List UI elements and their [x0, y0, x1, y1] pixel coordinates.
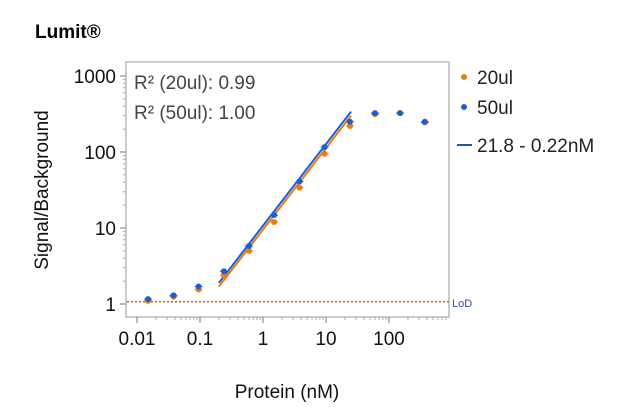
- y-tick-label: 1000: [74, 67, 116, 88]
- brand-title: Lumit®: [35, 22, 101, 43]
- data-point-50ul: [195, 283, 202, 290]
- y-axis-label: Signal/Background: [32, 110, 53, 270]
- legend-marker-50ul: [461, 104, 467, 110]
- data-point-50ul: [170, 292, 177, 299]
- data-point-50ul: [220, 268, 227, 275]
- fit-line-50ul: [218, 110, 352, 284]
- data-point-50ul: [246, 242, 253, 249]
- fit-line-20ul: [218, 115, 352, 288]
- legend-marker-20ul: [461, 74, 467, 80]
- lod-label: LoD: [452, 298, 472, 310]
- data-point-50ul: [296, 178, 303, 185]
- legend-label-20ul: 20ul: [477, 68, 513, 89]
- x-tick-label: 100: [373, 329, 405, 350]
- plot-frame: [125, 61, 450, 318]
- data-point-50ul: [271, 212, 278, 219]
- x-tick-label: 10: [315, 329, 336, 350]
- data-point-50ul: [321, 144, 328, 151]
- data-point-20ul: [346, 122, 353, 129]
- data-point-50ul: [421, 118, 428, 125]
- x-tick-label: 0.01: [119, 329, 156, 350]
- y-tick-label: 100: [84, 143, 116, 164]
- r2-50ul: R² (50ul): 1.00: [134, 103, 255, 124]
- legend-fit-label: 21.8 - 0.22nM: [477, 136, 594, 157]
- x-tick-label: 1: [258, 329, 269, 350]
- data-point-50ul: [145, 296, 152, 303]
- x-tick-label: 0.1: [187, 329, 213, 350]
- data-point-50ul: [346, 118, 353, 125]
- x-axis-label: Protein (nM): [235, 382, 340, 403]
- data-point-20ul: [246, 247, 253, 254]
- data-point-20ul: [321, 150, 328, 157]
- data-point-50ul: [397, 110, 404, 117]
- r2-20ul: R² (20ul): 0.99: [134, 73, 255, 94]
- data-point-20ul: [271, 218, 278, 225]
- data-point-50ul: [372, 110, 379, 117]
- legend-label-50ul: 50ul: [477, 98, 513, 119]
- data-point-20ul: [296, 184, 303, 191]
- y-tick-label: 1: [105, 295, 116, 316]
- y-tick-label: 10: [95, 219, 116, 240]
